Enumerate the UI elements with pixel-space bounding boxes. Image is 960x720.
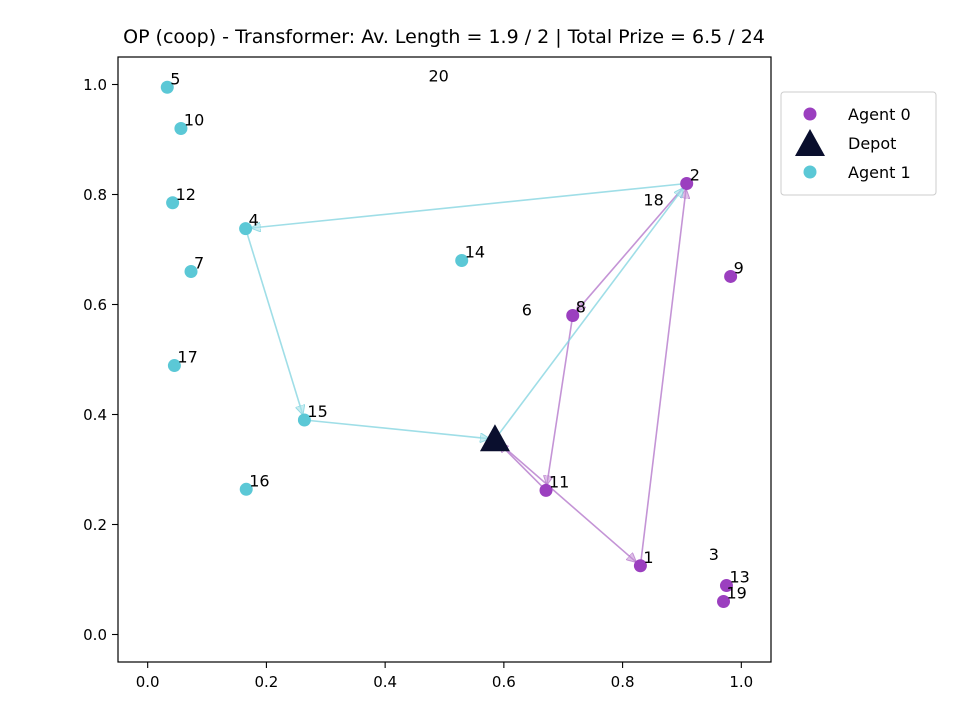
x-axis-ticks: 0.0 0.2 0.4 0.6 0.8 1.0	[136, 662, 753, 691]
legend: Agent 0 Depot Agent 1	[780, 91, 937, 196]
agent-0-route-arrow	[499, 443, 547, 491]
node-point-2	[680, 177, 694, 190]
agent-1-route-arrow	[304, 419, 489, 439]
node-points	[160, 80, 738, 608]
y-axis-ticks: 0.0 0.2 0.4 0.6 0.8 1.0	[83, 76, 118, 644]
node-point-14	[455, 254, 469, 267]
legend-marker-agent-0	[803, 107, 817, 121]
y-tick-label: 0.0	[83, 626, 107, 644]
node-label-4: 4	[249, 211, 259, 230]
legend-frame	[780, 91, 937, 196]
node-point-15	[297, 413, 311, 427]
y-tick-label: 0.2	[83, 516, 107, 534]
node-point-17	[167, 359, 181, 373]
node-label-15: 15	[307, 402, 327, 421]
route-arrows	[244, 182, 688, 566]
node-label-12: 12	[176, 185, 196, 204]
agent-0-route-arrow	[577, 182, 688, 311]
node-point-13	[719, 579, 733, 593]
node-point-8	[566, 309, 580, 322]
node-point-16	[239, 482, 253, 496]
node-point-11	[539, 483, 553, 497]
y-tick-label: 1.0	[83, 76, 107, 94]
x-tick-label: 0.4	[373, 673, 397, 691]
node-label-18: 18	[643, 190, 663, 209]
depot-layer	[479, 424, 510, 452]
depot-marker	[479, 424, 510, 452]
y-tick-label: 0.8	[83, 186, 107, 204]
x-tick-label: 0.2	[254, 673, 278, 691]
node-label-11: 11	[549, 472, 569, 491]
node-label-17: 17	[177, 348, 197, 367]
node-label-14: 14	[465, 243, 485, 262]
legend-marker-agent-2	[803, 165, 817, 179]
x-tick-label: 1.0	[729, 673, 753, 691]
agent-1-route-arrow	[494, 188, 683, 440]
legend-label: Agent 1	[848, 163, 911, 182]
x-tick-label: 0.0	[136, 673, 160, 691]
node-label-1: 1	[643, 548, 653, 567]
node-label-10: 10	[184, 111, 204, 130]
agent-0-route-arrow	[494, 438, 636, 562]
node-point-9	[724, 269, 738, 283]
node-label-8: 8	[576, 298, 586, 317]
node-label-20: 20	[429, 67, 449, 86]
node-label-2: 2	[690, 166, 700, 185]
plot-area	[117, 56, 772, 663]
node-label-16: 16	[249, 471, 269, 490]
node-point-10	[174, 122, 188, 135]
agent-0-route-arrow	[639, 189, 686, 566]
legend-label: Depot	[848, 134, 896, 153]
node-label-13: 13	[729, 568, 749, 587]
legend-label: Agent 0	[848, 105, 911, 124]
node-point-7	[184, 265, 198, 278]
agent-1-route-arrow	[244, 228, 303, 415]
y-tick-label: 0.6	[83, 296, 107, 314]
node-label-7: 7	[194, 254, 204, 273]
agent-1-route-arrow	[252, 182, 687, 228]
legend-depot-marker	[795, 129, 825, 156]
x-tick-label: 0.6	[492, 673, 516, 691]
node-point-19	[717, 595, 731, 608]
node-point-5	[160, 80, 174, 94]
node-point-12	[166, 196, 180, 210]
node-point-4	[239, 222, 253, 236]
node-label-9: 9	[734, 258, 744, 277]
agent-0-route-arrow	[547, 315, 574, 485]
node-label-3: 3	[709, 545, 719, 564]
node-label-6: 6	[522, 300, 532, 319]
node-label-19: 19	[727, 584, 747, 603]
node-point-1	[633, 559, 647, 573]
x-tick-label: 0.8	[611, 673, 635, 691]
y-tick-label: 0.4	[83, 406, 107, 424]
chart-title: OP (coop) - Transformer: Av. Length = 1.…	[123, 26, 765, 48]
node-label-5: 5	[170, 69, 180, 88]
